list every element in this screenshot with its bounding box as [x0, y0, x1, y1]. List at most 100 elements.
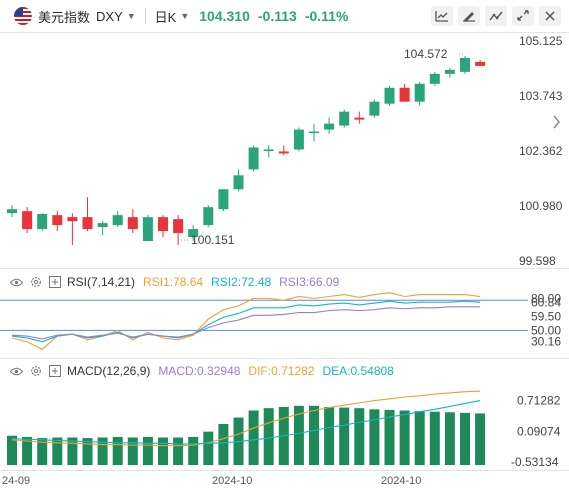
candle-body: [309, 131, 319, 134]
header-divider: [0, 32, 569, 33]
y-tick-label: 105.125: [519, 34, 563, 48]
candle-body: [475, 61, 486, 66]
macd-histogram-bar: [309, 405, 319, 466]
macd-series-line: [11, 399, 481, 445]
macd-y-tick-label: 0.09074: [517, 425, 561, 439]
dif-value: DIF:0.71282: [248, 364, 315, 378]
symbol-code[interactable]: DXY: [96, 8, 123, 24]
y-tick-label: 100.980: [519, 199, 563, 213]
macd-histogram-bar: [444, 412, 455, 466]
macd-histogram-bar: [369, 409, 380, 466]
macd-histogram-bar: [263, 408, 274, 466]
macd-histogram-bar: [142, 436, 153, 466]
macd-legend: MACD(12,26,9) MACD:0.32948 DIF:0.71282 D…: [10, 363, 394, 379]
candle-body: [444, 69, 455, 74]
macd-histogram-bar: [293, 405, 304, 466]
candle-body: [173, 219, 184, 234]
eye-icon[interactable]: [10, 276, 23, 289]
x-tick-label: 24-09: [2, 475, 31, 487]
candle-body: [52, 215, 63, 226]
price-change: -0.113: [257, 8, 297, 24]
toolbar: [431, 6, 561, 26]
candle-body: [263, 149, 274, 151]
candle-body: [278, 151, 289, 154]
macd-gear-icon[interactable]: [29, 365, 42, 378]
candle-body: [429, 73, 440, 84]
rsi1-value: RSI1:78.64: [143, 275, 204, 289]
rsi-series-line: [11, 306, 481, 340]
macd-histogram-bar: [399, 410, 410, 466]
rsi2-value: RSI2:72.48: [211, 275, 272, 289]
candle-body: [37, 213, 48, 230]
candlestick-chart[interactable]: 105.125 103.743 102.362 100.980 99.598 104.57…: [0, 33, 569, 268]
close-icon[interactable]: [539, 6, 561, 26]
rsi-y-tick-label: 60.84: [531, 296, 561, 310]
y-tick-label: 103.743: [519, 89, 563, 103]
macd-histogram-bar: [158, 437, 168, 466]
macd-histogram-bar: [218, 424, 229, 466]
candle-body: [414, 83, 425, 102]
macd-histogram-bar: [22, 436, 33, 466]
rsi-y-tick-label: 30.16: [531, 335, 561, 349]
interval-selector[interactable]: 日K: [154, 9, 177, 25]
candle-body: [399, 87, 410, 102]
divider: [144, 8, 146, 24]
macd-histogram-bar: [112, 436, 123, 466]
symbol-name[interactable]: 美元指数: [38, 9, 91, 25]
macd-histogram-bar: [339, 407, 350, 466]
candle-body: [82, 217, 93, 230]
candle-body: [97, 223, 108, 228]
expand-icon[interactable]: [512, 6, 534, 26]
candle-body: [233, 175, 244, 190]
rsi-y-tick-label: 80.00: [531, 291, 561, 305]
rsi-y-tick-label: 50.00: [531, 323, 561, 337]
pane-divider-macd: [0, 358, 569, 359]
high-annotation: 104.572: [404, 47, 448, 61]
interval-chevron-down-icon[interactable]: ▼: [180, 11, 190, 21]
indicator-icon[interactable]: [485, 6, 507, 26]
candle-body: [248, 147, 259, 170]
low-annotation: 100.151: [191, 233, 235, 247]
candle-body: [112, 215, 123, 226]
macd-histogram-bar: [97, 437, 108, 466]
candle-body: [7, 209, 17, 214]
candle-body: [384, 87, 395, 104]
macd-histogram-bar: [324, 406, 335, 466]
candle-body: [203, 207, 214, 226]
axis-divider: [0, 470, 569, 471]
macd-value: MACD:0.32948: [158, 364, 241, 378]
candle-body: [142, 217, 153, 242]
y-tick-label: 99.598: [519, 254, 556, 268]
rsi-name: RSI(7,14,21): [67, 275, 136, 289]
macd-histogram-bar: [37, 438, 48, 466]
chevron-down-icon[interactable]: ▼: [126, 11, 136, 21]
macd-histogram-bar: [7, 435, 17, 466]
macd-histogram-bar: [203, 431, 214, 466]
macd-histogram-bar: [248, 410, 259, 466]
candle-body: [22, 211, 33, 230]
macd-chart[interactable]: 0.71282 0.09074 -0.53134: [0, 378, 569, 470]
macd-histogram-bar: [52, 437, 63, 466]
candle-body: [218, 189, 229, 210]
macd-eye-icon[interactable]: [10, 365, 23, 378]
draw-icon[interactable]: [458, 6, 480, 26]
macd-histogram-bar: [475, 413, 486, 466]
rsi-series-line: [11, 300, 481, 343]
chevron-right-icon[interactable]: [549, 112, 563, 132]
dea-value: DEA:0.54808: [322, 364, 394, 378]
gear-icon[interactable]: [29, 276, 42, 289]
rsi-y-tick-label: 59.50: [531, 309, 561, 323]
macd-histogram-bar: [460, 412, 470, 466]
macd-indicator-box-icon[interactable]: [48, 365, 61, 378]
indicator-box-icon[interactable]: [48, 276, 61, 289]
candle-body: [67, 217, 78, 222]
macd-histogram-bar: [414, 411, 425, 466]
macd-histogram-bar: [429, 411, 440, 466]
us-flag-icon: [14, 7, 32, 25]
candle-body: [188, 229, 199, 238]
area-chart-icon[interactable]: [431, 6, 453, 26]
macd-histogram-bar: [354, 408, 365, 466]
rsi3-value: RSI3:66.09: [279, 275, 340, 289]
candle-body: [324, 123, 335, 130]
